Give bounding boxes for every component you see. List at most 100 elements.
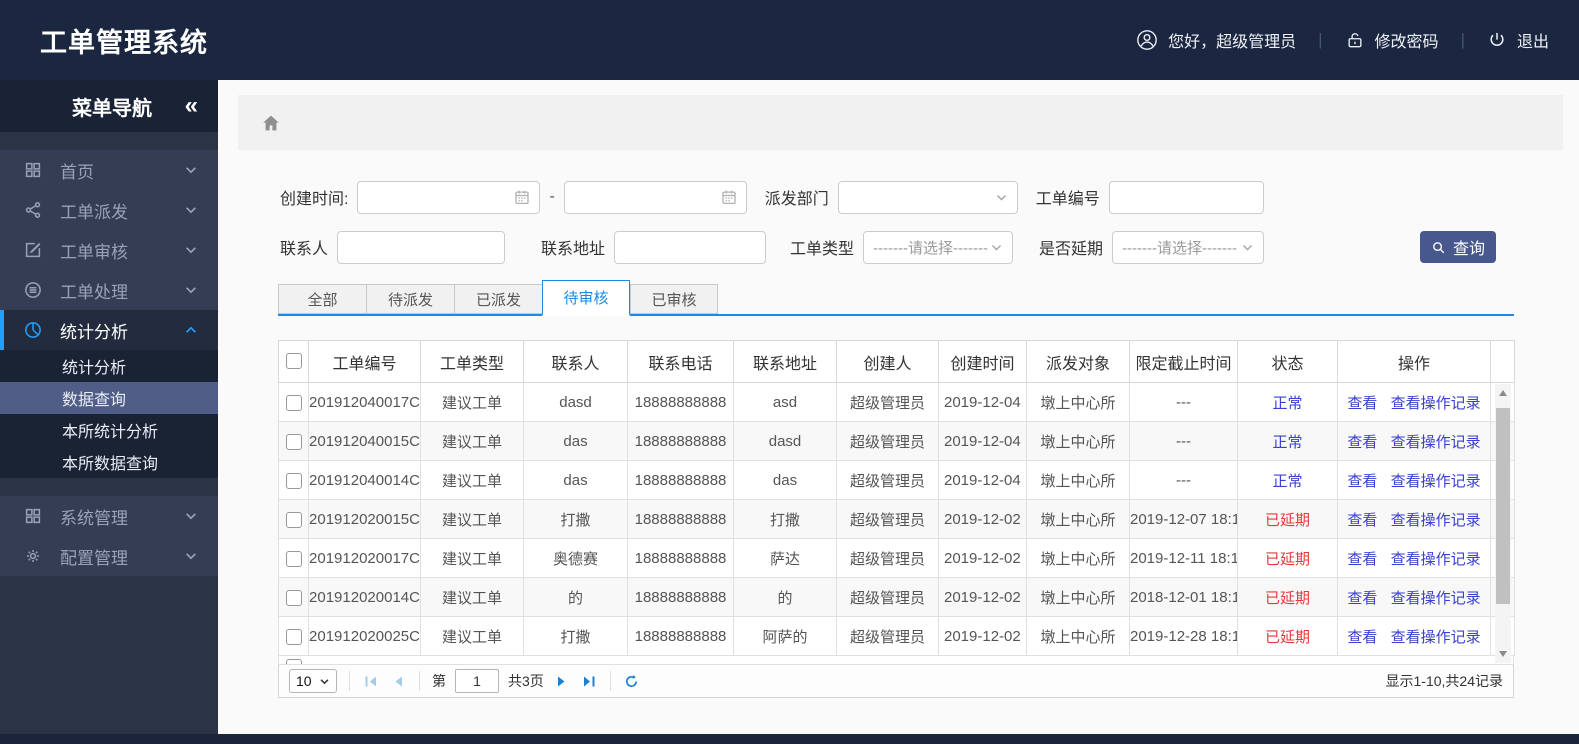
sidebar-subitem-local-statistics[interactable]: 本所统计分析	[62, 424, 159, 441]
address-input[interactable]	[614, 230, 767, 264]
cell-dispatch-target: 墩上中心所	[1026, 577, 1130, 617]
row-checkbox[interactable]	[285, 394, 302, 411]
cell-dispatch-target: 墩上中心所	[1026, 499, 1130, 539]
user-greeting[interactable]: 您好，超级管理员	[1136, 28, 1296, 52]
edit-icon	[24, 240, 44, 260]
table-scrollbar[interactable]	[1495, 384, 1511, 663]
dispatch-dept-select[interactable]	[837, 180, 1018, 214]
page-size-select[interactable]: 10	[289, 669, 337, 693]
row-checkbox[interactable]	[285, 589, 302, 606]
logout-button[interactable]: 退出	[1487, 28, 1549, 52]
cell-address: das	[733, 460, 837, 500]
row-checkbox[interactable]	[286, 659, 302, 664]
create-time-end-input[interactable]	[563, 180, 747, 214]
view-operation-log-link[interactable]: 查看操作记录	[1390, 511, 1481, 529]
tab-reviewed[interactable]: 已审核	[630, 284, 718, 314]
home-icon[interactable]	[260, 112, 282, 134]
table-row: 201912020015C 建议工单 打撒 18888888888 打撒 超级管…	[278, 499, 1515, 539]
cell-actions: 查看 查看操作记录	[1337, 616, 1491, 656]
create-time-start-input[interactable]	[357, 180, 541, 214]
view-operation-log-link[interactable]: 查看操作记录	[1390, 433, 1481, 451]
pie-chart-icon	[24, 320, 44, 340]
order-type-select[interactable]: -------请选择-------	[863, 230, 1014, 264]
view-link[interactable]: 查看	[1347, 628, 1378, 646]
menu-gap	[0, 478, 218, 496]
select-value: -------请选择-------	[873, 239, 988, 257]
view-link[interactable]: 查看	[1347, 550, 1378, 568]
lock-icon	[1345, 30, 1365, 50]
col-creator: 创建人	[836, 340, 939, 383]
cell-phone: 18888888888	[627, 421, 734, 461]
tab-pending-dispatch[interactable]: 待派发	[366, 284, 454, 314]
table-row: 201912040017C 建议工单 dasd 18888888888 asd …	[278, 382, 1515, 422]
delay-select[interactable]: -------请选择-------	[1112, 230, 1265, 264]
filter-row-1: 创建时间: -	[280, 180, 1563, 214]
pager-divider	[609, 671, 611, 691]
cell-address: dasd	[733, 421, 837, 461]
sidebar-item-statistics[interactable]: 统计分析	[0, 310, 218, 350]
cell-phone: 18888888888	[627, 538, 734, 578]
view-link[interactable]: 查看	[1347, 511, 1378, 529]
tab-pending-review[interactable]: 待审核	[542, 280, 630, 316]
change-password-button[interactable]: 修改密码	[1345, 28, 1439, 52]
view-operation-log-link[interactable]: 查看操作记录	[1390, 394, 1481, 412]
row-checkbox[interactable]	[285, 511, 302, 528]
view-link[interactable]: 查看	[1347, 589, 1378, 607]
cell-creator: 超级管理员	[836, 421, 939, 461]
search-button[interactable]: 查询	[1420, 231, 1496, 263]
cell-order-type: 建议工单	[420, 382, 524, 422]
search-icon	[1431, 240, 1446, 255]
col-order-type: 工单类型	[420, 340, 524, 383]
cell-order-type: 建议工单	[420, 616, 524, 656]
tab-all[interactable]: 全部	[278, 284, 366, 314]
view-operation-log-link[interactable]: 查看操作记录	[1390, 589, 1481, 607]
refresh-icon[interactable]	[623, 672, 641, 690]
first-page-icon[interactable]	[362, 672, 380, 690]
sidebar-item-review[interactable]: 工单审核	[0, 230, 218, 270]
order-no-input[interactable]	[1108, 180, 1264, 214]
view-link[interactable]: 查看	[1347, 472, 1378, 490]
search-button-label: 查询	[1452, 241, 1485, 258]
next-page-icon[interactable]	[553, 672, 571, 690]
view-operation-log-link[interactable]: 查看操作记录	[1390, 472, 1481, 490]
scroll-up-arrow[interactable]	[1495, 386, 1511, 400]
grid-icon	[24, 506, 44, 526]
record-count-summary: 显示1-10,共24记录	[1385, 673, 1503, 689]
page-number-input[interactable]	[455, 669, 499, 693]
contact-input[interactable]	[337, 230, 506, 264]
prev-page-icon[interactable]	[389, 672, 407, 690]
cell-create-time: 2019-12-02 16	[938, 577, 1027, 617]
calendar-icon	[513, 188, 531, 206]
sidebar-subitem-local-data-query[interactable]: 本所数据查询	[62, 456, 159, 473]
sidebar-item-system[interactable]: 系统管理	[0, 496, 218, 536]
sidebar-subitem-statistics[interactable]: 统计分析	[62, 360, 127, 377]
cell-order-no: 201912020015C	[308, 499, 421, 539]
view-operation-log-link[interactable]: 查看操作记录	[1390, 550, 1481, 568]
cell-status: 正常	[1237, 460, 1338, 500]
cell-phone: 18888888888	[627, 382, 734, 422]
view-link[interactable]: 查看	[1347, 394, 1378, 412]
row-select-cell	[278, 577, 309, 617]
cell-dispatch-target: 墩上中心所	[1026, 382, 1130, 422]
scrollbar-thumb[interactable]	[1496, 408, 1510, 604]
row-checkbox[interactable]	[285, 550, 302, 567]
sidebar-item-home[interactable]: 首页	[0, 150, 218, 190]
view-link[interactable]: 查看	[1347, 433, 1378, 451]
sidebar-item-dispatch[interactable]: 工单派发	[0, 190, 218, 230]
collapse-sidebar-icon[interactable]: «	[184, 92, 198, 119]
chevron-down-icon	[184, 283, 198, 297]
sidebar-item-config[interactable]: 配置管理	[0, 536, 218, 576]
select-all-checkbox[interactable]	[285, 353, 302, 370]
last-page-icon[interactable]	[580, 672, 598, 690]
view-operation-log-link[interactable]: 查看操作记录	[1390, 628, 1481, 646]
tab-dispatched[interactable]: 已派发	[454, 284, 542, 314]
cell-creator: 超级管理员	[836, 460, 939, 500]
scroll-down-arrow[interactable]	[1495, 647, 1511, 661]
row-checkbox[interactable]	[285, 433, 302, 450]
cell-order-no: 201912040017C	[308, 382, 421, 422]
col-phone: 联系电话	[627, 340, 734, 383]
sidebar-subitem-data-query[interactable]: 数据查询	[0, 382, 218, 414]
row-checkbox[interactable]	[285, 472, 302, 489]
sidebar-item-process[interactable]: 工单处理	[0, 270, 218, 310]
row-checkbox[interactable]	[285, 628, 302, 645]
